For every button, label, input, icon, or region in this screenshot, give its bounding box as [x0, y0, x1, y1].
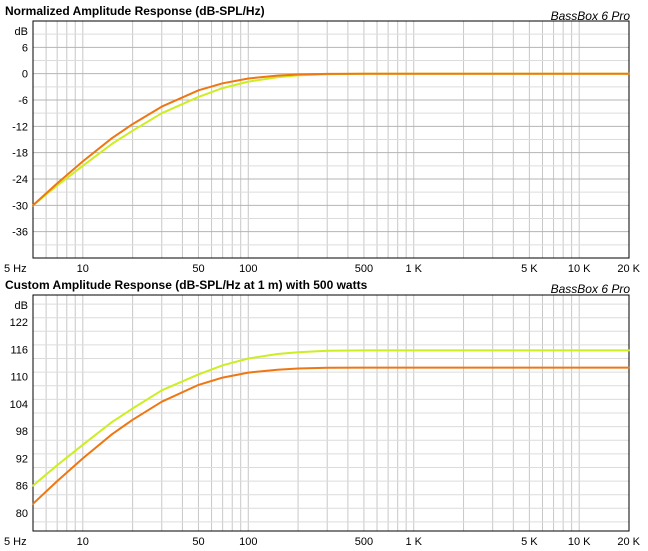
y-axis-label: dB: [15, 26, 28, 38]
y-tick-label: 0: [22, 69, 28, 81]
x-tick-label: 5 K: [521, 263, 538, 275]
y-tick-label: 92: [16, 453, 28, 465]
y-tick-label: -30: [12, 200, 28, 212]
y-tick-label: 104: [10, 399, 28, 411]
y-tick-label: -18: [12, 148, 28, 160]
x-tick-label: 10 K: [568, 263, 591, 275]
y-tick-label: 6: [22, 42, 28, 54]
y-tick-label: -24: [12, 174, 28, 186]
x-tick-label: 500: [355, 263, 373, 275]
x-tick-label: 20 K: [617, 536, 640, 548]
x-tick-label: 100: [239, 536, 257, 548]
plot-frame: [32, 294, 630, 532]
x-tick-label: 1 K: [405, 263, 422, 275]
chart2-brand: BassBox 6 Pro: [550, 282, 630, 296]
series-line-1: [32, 349, 630, 487]
plot-frame: [32, 20, 630, 259]
x-tick-label: 10: [77, 536, 89, 548]
y-tick-label: -36: [12, 227, 28, 239]
x-tick-label: 10: [77, 263, 89, 275]
y-tick-label: 116: [10, 344, 28, 356]
y-tick-label: -12: [12, 121, 28, 133]
y-tick-label: -6: [18, 95, 28, 107]
series-line-2: [32, 72, 630, 207]
x-tick-label: 20 K: [617, 263, 640, 275]
y-tick-label: 86: [16, 481, 28, 493]
x-tick-label: 50: [192, 263, 204, 275]
y-tick-label: 80: [16, 508, 28, 520]
x-tick-label: 5 Hz: [4, 536, 27, 548]
x-tick-label: 500: [355, 536, 373, 548]
y-tick-label: 122: [10, 317, 28, 329]
chart1-title: Normalized Amplitude Response (dB-SPL/Hz…: [5, 4, 265, 18]
x-tick-label: 100: [239, 263, 257, 275]
series-line-2: [32, 366, 630, 505]
y-axis-label: dB: [15, 300, 28, 312]
x-tick-label: 1 K: [405, 536, 422, 548]
x-tick-label: 50: [192, 536, 204, 548]
x-tick-label: 10 K: [568, 536, 591, 548]
x-tick-label: 5 K: [521, 536, 538, 548]
chart2-title: Custom Amplitude Response (dB-SPL/Hz at …: [5, 278, 368, 292]
y-tick-label: 98: [16, 426, 28, 438]
x-tick-label: 5 Hz: [4, 263, 27, 275]
chart1-brand: BassBox 6 Pro: [550, 9, 630, 23]
y-tick-label: 110: [10, 372, 28, 384]
